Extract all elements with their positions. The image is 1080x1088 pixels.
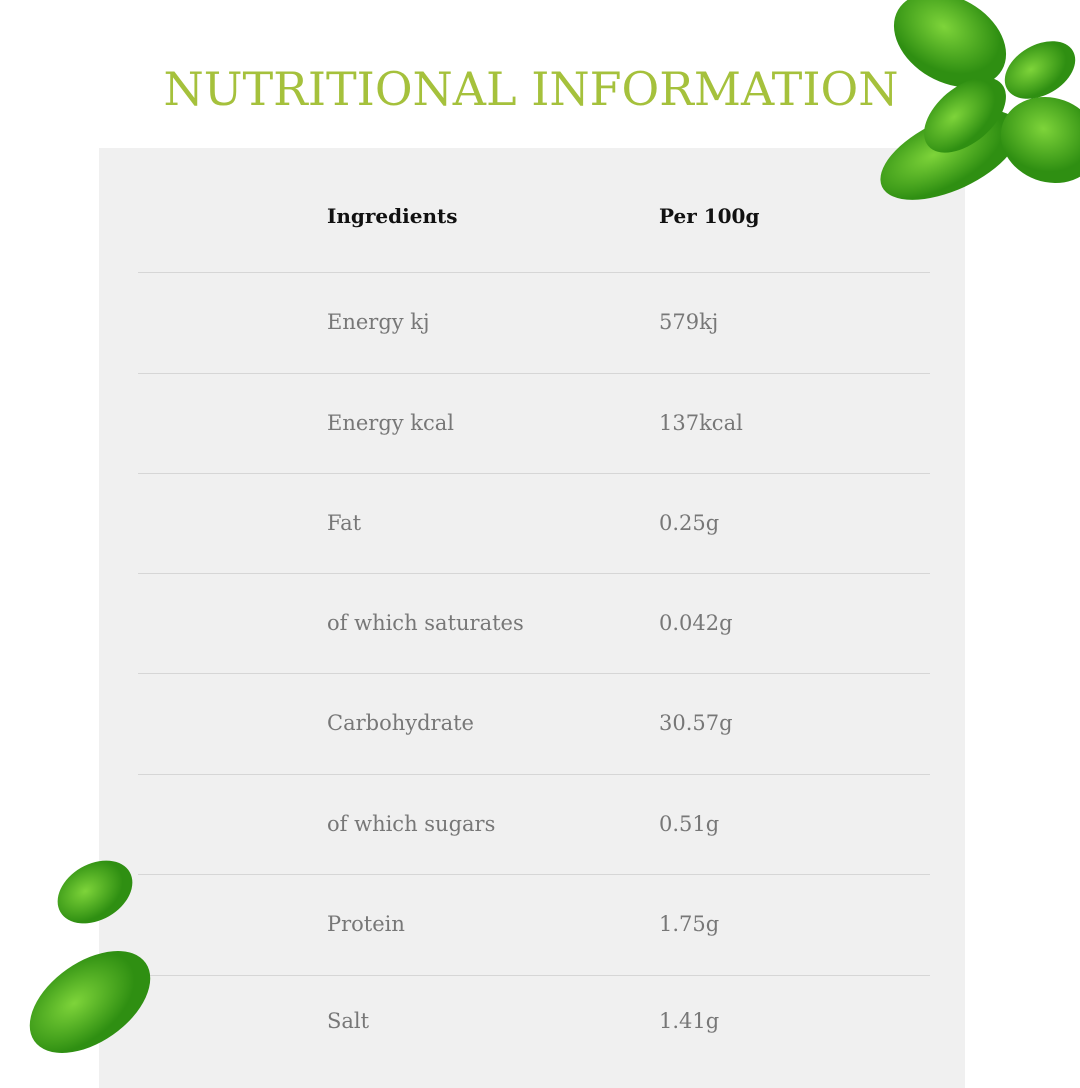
- table-row: Fat 0.25g: [138, 473, 930, 573]
- page-title: NUTRITIONAL INFORMATION: [163, 62, 899, 116]
- row-divider: [138, 673, 930, 674]
- nutrient-name: of which saturates: [327, 611, 524, 635]
- table-row: Energy kcal 137kcal: [138, 373, 930, 473]
- row-divider: [138, 573, 930, 574]
- leaf-icon: [57, 860, 133, 924]
- leaf-icon: [893, 0, 1007, 88]
- table-row: of which saturates 0.042g: [138, 573, 930, 673]
- nutrient-value: 137kcal: [659, 411, 743, 435]
- nutrient-value: 0.51g: [659, 812, 720, 836]
- row-divider: [138, 774, 930, 775]
- row-divider: [138, 473, 930, 474]
- nutrient-name: Fat: [327, 511, 362, 535]
- header-ingredients: Ingredients: [327, 204, 458, 228]
- table-row: of which sugars 0.51g: [138, 774, 930, 874]
- nutrient-value: 579kj: [659, 310, 719, 334]
- leaf-icon: [29, 951, 151, 1053]
- nutrient-value: 1.41g: [659, 1009, 720, 1033]
- row-divider: [138, 272, 930, 273]
- basil-leaves-top-right: [880, 0, 1080, 200]
- row-divider: [138, 373, 930, 374]
- nutrient-name: Energy kj: [327, 310, 430, 334]
- header-per-100g: Per 100g: [659, 204, 760, 228]
- table-panel: [99, 148, 965, 1088]
- table-header: Ingredients Per 100g: [138, 166, 930, 266]
- nutrient-name: Energy kcal: [327, 411, 455, 435]
- nutrient-name: Protein: [327, 912, 405, 936]
- row-divider: [138, 975, 930, 976]
- nutrient-value: 0.25g: [659, 511, 720, 535]
- nutrient-name: of which sugars: [327, 812, 496, 836]
- nutrient-value: 1.75g: [659, 912, 720, 936]
- nutrient-name: Salt: [327, 1009, 370, 1033]
- leaf-icon: [1004, 41, 1076, 99]
- nutrient-value: 0.042g: [659, 611, 733, 635]
- leaf-icon: [1000, 96, 1080, 184]
- table-row: Carbohydrate 30.57g: [138, 673, 930, 773]
- nutrient-value: 30.57g: [659, 711, 733, 735]
- row-divider: [138, 874, 930, 875]
- nutrient-name: Carbohydrate: [327, 711, 474, 735]
- table-row: Salt 1.41g: [138, 971, 930, 1071]
- table-row: Energy kj 579kj: [138, 272, 930, 372]
- table-row: Protein 1.75g: [138, 874, 930, 974]
- basil-leaves-bottom-left: [29, 860, 151, 1053]
- leaf-icon: [924, 77, 1006, 153]
